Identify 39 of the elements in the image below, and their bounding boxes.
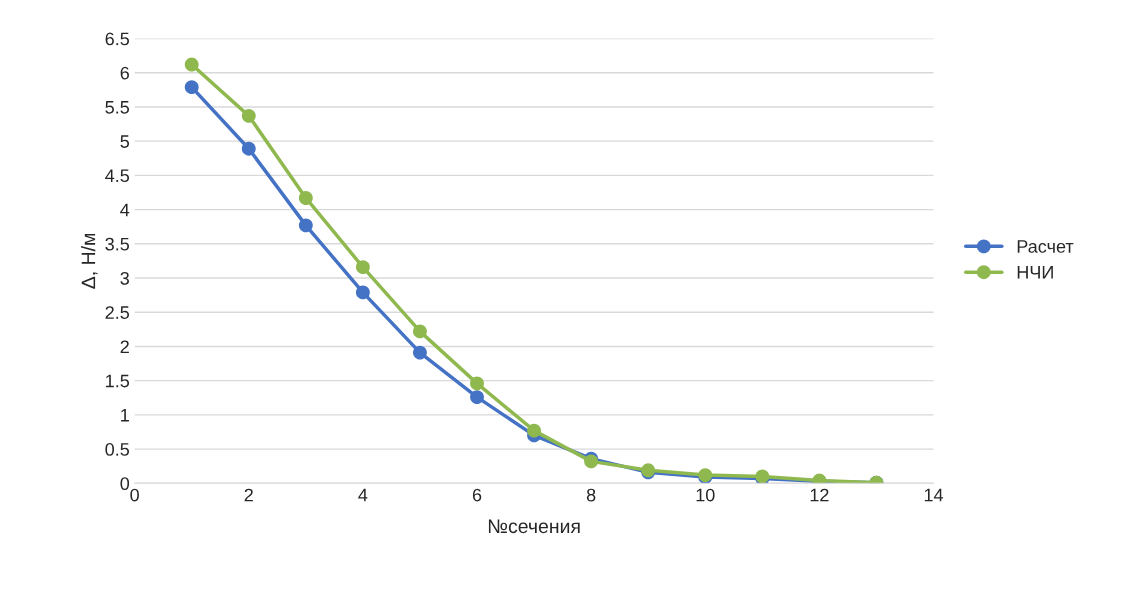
y-tick-label: 0.5 <box>105 443 130 456</box>
point <box>298 218 313 233</box>
x-tick-label: 12 <box>810 488 829 502</box>
point <box>355 260 370 275</box>
y-tick-label: 2.5 <box>105 306 130 319</box>
x-tick-label: 6 <box>472 488 482 502</box>
x-tick-label: 0 <box>130 488 139 502</box>
y-tick-label: 4.5 <box>105 169 130 183</box>
point <box>470 376 484 391</box>
point <box>184 57 199 72</box>
x-axis-title: №сечения <box>488 519 580 534</box>
x-tick-label: 4 <box>358 488 368 502</box>
y-tick-label: 3.5 <box>105 237 130 251</box>
y-tick-label: 3 <box>120 271 129 285</box>
point <box>298 191 313 205</box>
x-tick-label: 8 <box>586 488 596 502</box>
y-tick-label: 2 <box>120 340 129 353</box>
point <box>241 141 256 156</box>
point <box>413 324 427 339</box>
y-tick-label: 6.5 <box>105 32 130 46</box>
x-tick-label: 14 <box>924 488 944 502</box>
x-tick-label: 2 <box>244 488 253 502</box>
x-tick-label: 10 <box>696 488 715 502</box>
legend-label: Расчет <box>1017 240 1074 253</box>
point <box>355 285 370 300</box>
y-tick-label: 5 <box>120 135 130 148</box>
y-tick-label: 1.5 <box>106 374 130 388</box>
point <box>184 80 199 95</box>
y-tick-label: 4 <box>120 203 130 217</box>
y-tick-label: 5.5 <box>105 101 130 114</box>
y-tick-label: 1 <box>121 408 129 422</box>
point <box>470 390 484 405</box>
point <box>413 345 427 360</box>
y-tick-label: 0 <box>120 477 130 491</box>
point <box>241 108 256 123</box>
y-tick-label: 6 <box>120 66 129 80</box>
point <box>527 423 542 438</box>
legend-label: НЧИ <box>1017 266 1053 279</box>
y-axis-title: Δ, Н/м <box>81 233 98 289</box>
